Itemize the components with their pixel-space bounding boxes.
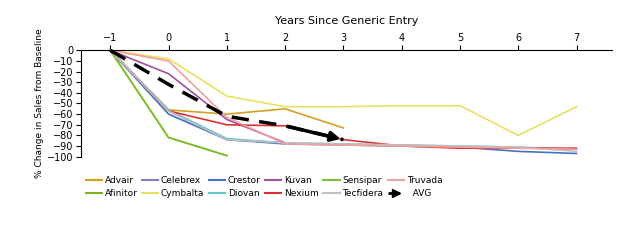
Title: Years Since Generic Entry: Years Since Generic Entry bbox=[275, 16, 418, 26]
Y-axis label: % Change in Sales from Baseline: % Change in Sales from Baseline bbox=[35, 29, 44, 178]
Legend: Advair, Afinitor, Celebrex, Cymbalta, Crestor, Diovan, Kuvan, Nexium, Sensipar, : Advair, Afinitor, Celebrex, Cymbalta, Cr… bbox=[85, 176, 442, 198]
